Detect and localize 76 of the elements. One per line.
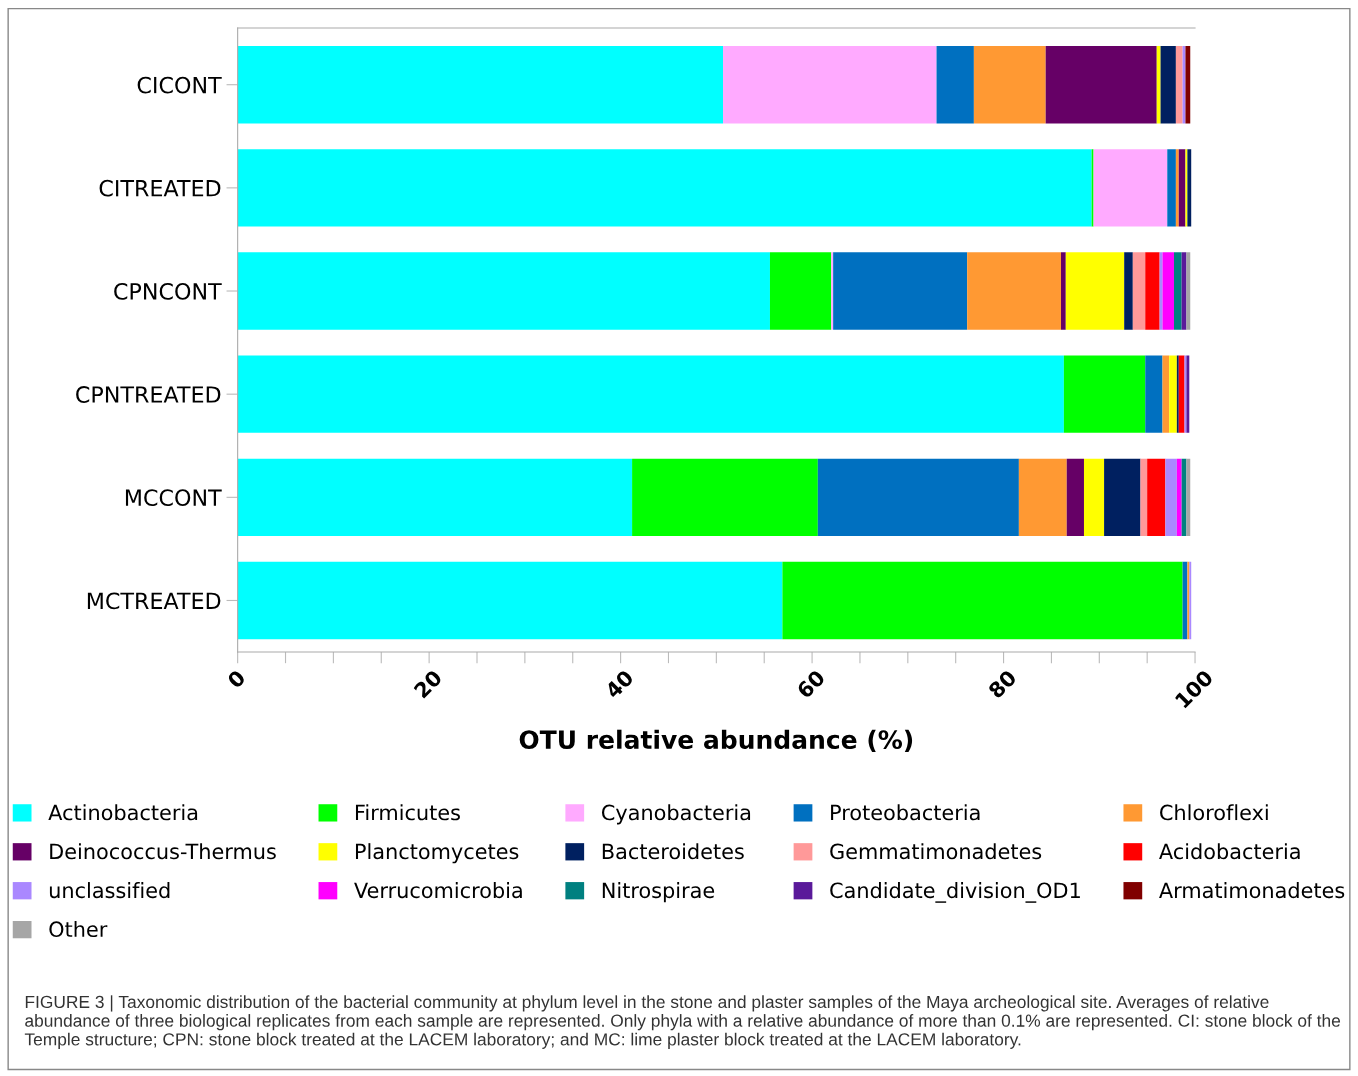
- bar: [967, 252, 1062, 330]
- bar: [833, 252, 968, 330]
- bar: [1145, 355, 1163, 433]
- bar: [1162, 355, 1170, 433]
- bar: [237, 561, 783, 640]
- bar: [237, 46, 724, 124]
- bar: [1104, 458, 1141, 537]
- bar: [817, 458, 1019, 537]
- bar: [1165, 458, 1177, 537]
- bar: [237, 355, 1064, 433]
- bar: [1140, 458, 1148, 537]
- bar: [1160, 46, 1176, 124]
- y-tick-label: MCCONT: [125, 489, 222, 507]
- bar: [1065, 252, 1125, 330]
- bar: [1061, 252, 1066, 330]
- legend-label: Actinobacteria: [48, 804, 198, 821]
- bar: [1156, 46, 1161, 124]
- legend-label: unclassified: [49, 882, 170, 899]
- bar: [1167, 149, 1176, 227]
- y-tick-label: CITREATED: [99, 179, 221, 197]
- x-tick-label: 20: [413, 668, 443, 699]
- bar: [1018, 458, 1067, 537]
- legend-label: Chloroflexi: [1160, 804, 1268, 821]
- bar: [1178, 149, 1186, 227]
- y-tick-label: CPNTREATED: [76, 386, 221, 403]
- x-tick-label: 80: [987, 668, 1018, 700]
- x-tick-label: 0: [226, 668, 247, 689]
- x-tick-label: 40: [604, 668, 635, 700]
- y-tick-label: CPNCONT: [114, 282, 222, 300]
- y-tick-label: CICONT: [137, 76, 222, 94]
- legend-label: Armatimonadetes: [1159, 882, 1345, 899]
- legend-label: Other: [49, 920, 108, 938]
- bar: [1066, 458, 1084, 537]
- bar: [723, 46, 937, 124]
- bar: [237, 458, 633, 537]
- bar: [1063, 355, 1146, 433]
- bar: [1093, 149, 1168, 227]
- bar: [1124, 252, 1133, 330]
- x-axis-title: OTU relative abundance (%): [519, 729, 913, 752]
- bar: [1147, 458, 1166, 537]
- legend-label: Acidobacteria: [1159, 843, 1300, 860]
- bar: [1187, 149, 1192, 227]
- legend-label: Cyanobacteria: [601, 804, 751, 825]
- bar: [1173, 252, 1182, 330]
- bar: [1169, 355, 1177, 433]
- bar: [973, 46, 1046, 124]
- bar: [1145, 252, 1160, 330]
- bar: [1176, 458, 1182, 537]
- bar: [1175, 149, 1179, 227]
- legend-label: Gemmatimonadetes: [830, 843, 1042, 860]
- bar: [1132, 252, 1146, 330]
- legend-label: Candidate_division_OD1: [830, 882, 1080, 903]
- legend-label: Firmicutes: [355, 804, 460, 821]
- x-tick-label: 60: [795, 668, 826, 700]
- y-tick-label: MCTREATED: [87, 592, 221, 610]
- caption: FIGURE 3 | Taxonomic distribution of the bacterial community at phylum level in the stone and plaster samples of the Maya archeological site. Averages of relative abundance of three biological replicates from each sample are represented. Only phyla with a relative abundance of more than 0.1% are represented. CI: stone block of the Temple structure; CPN: stone block treated at the LACEM laboratory; and MC: lime plaster block treated at the LACEM laboratory.: [24, 995, 1341, 1049]
- legend-label: Planctomycetes: [355, 843, 519, 864]
- bar: [769, 252, 832, 330]
- bar: [632, 458, 818, 537]
- legend-label: Deinococcus-Thermus: [50, 843, 276, 860]
- legend-label: Proteobacteria: [831, 804, 980, 821]
- legend-label: Bacteroidetes: [602, 843, 744, 860]
- bar: [1162, 252, 1174, 330]
- legend-label: Verrucomicrobia: [354, 882, 522, 899]
- bar: [1185, 46, 1191, 124]
- legend-label: Nitrospirae: [602, 882, 715, 903]
- bar: [1178, 355, 1185, 433]
- bar: [237, 252, 770, 330]
- bar: [1175, 46, 1183, 124]
- bar: [1186, 458, 1191, 537]
- bar: [1045, 46, 1157, 124]
- bar: [936, 46, 974, 124]
- bar: [237, 149, 1092, 227]
- bar: [782, 561, 1183, 640]
- bar: [1083, 458, 1105, 537]
- bar: [1186, 252, 1191, 330]
